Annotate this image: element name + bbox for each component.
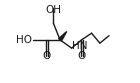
Text: HN: HN [72, 42, 88, 51]
Polygon shape [59, 32, 67, 41]
Text: O: O [78, 51, 86, 61]
Text: O: O [43, 51, 51, 61]
Text: HO: HO [16, 35, 32, 45]
Text: OH: OH [45, 5, 61, 15]
